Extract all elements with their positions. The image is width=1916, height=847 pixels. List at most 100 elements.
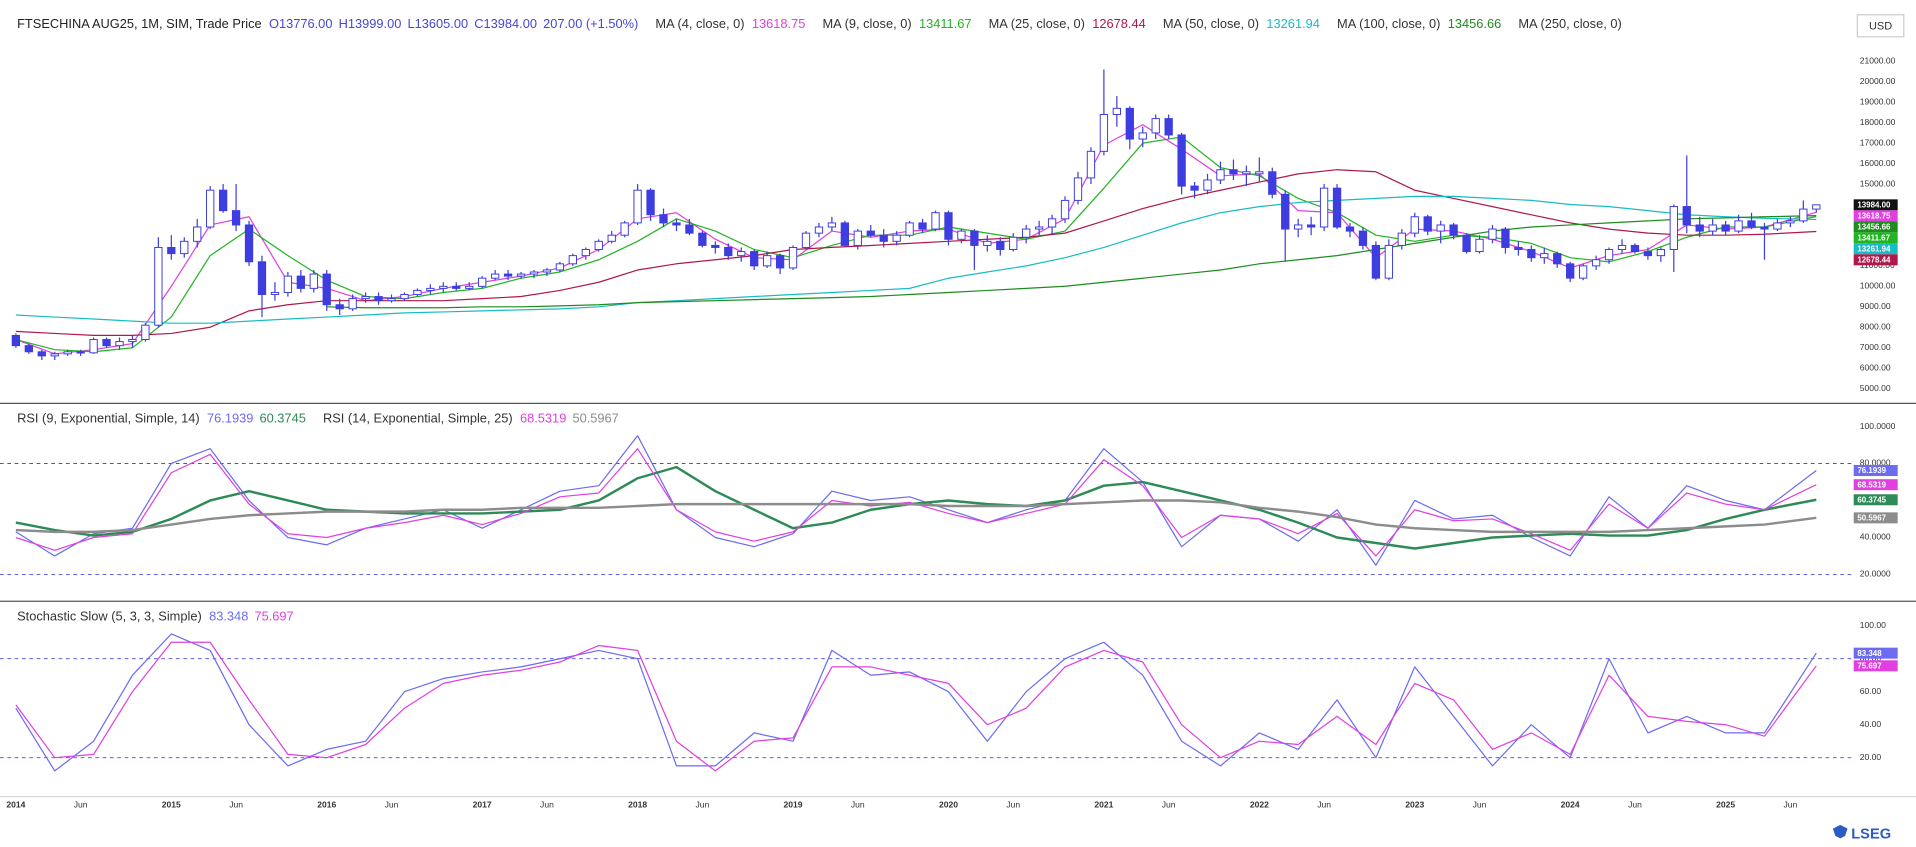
x-tick-label: Jun [851,800,865,810]
candle-body [1514,246,1523,250]
x-tick-label: Jun [1317,800,1331,810]
value-badge [1853,210,1898,222]
x-tick-label: Jun [695,800,709,810]
candle-body [1423,216,1432,232]
candle-body [1306,224,1316,228]
x-tick-label: Jun [1783,800,1797,810]
candle-body [193,226,202,242]
candle-body [1384,244,1394,279]
legend-value: 60.3745 [259,411,305,426]
candle-body [944,212,953,240]
candle-body [309,273,318,289]
candle-body [1773,222,1782,230]
candle-body [218,189,228,212]
x-tick-label: Jun [385,800,399,810]
candle-body [24,345,33,353]
value-badge-label: 13456.66 [1857,223,1891,232]
candle-body [413,289,422,296]
candle-body [141,324,150,341]
x-tick-label: Jun [1473,800,1487,810]
candle-body [594,240,603,250]
legend-value: 13261.94 [1266,16,1320,31]
brand: LSEG [1851,827,1891,843]
x-tick-label: 2024 [1561,800,1580,810]
value-badge [1853,660,1898,672]
candle-body [322,273,331,306]
candle-body [1138,132,1147,140]
candle-body [1630,244,1640,253]
x-tick-label: 2023 [1405,800,1424,810]
candle-body [270,291,280,296]
x-tick-label: Jun [1006,800,1020,810]
y-tick-label: 16000.00 [1860,158,1896,168]
candle-body [1203,179,1212,191]
candle-body [801,232,811,248]
candle-body [840,222,850,246]
x-tick-label: Jun [1628,800,1642,810]
candle-body [37,351,46,357]
candle-body [503,273,513,277]
candle-body [1410,216,1419,234]
candle-body [1656,249,1666,257]
candle-body [1643,251,1653,257]
y-tick-label: 100.0000 [1860,421,1896,431]
candle-body [737,251,746,257]
candle-body [1125,107,1134,140]
candle-body [1682,206,1691,226]
candle-body [439,285,448,289]
candle-body [633,189,642,224]
y-tick-label: 6000.00 [1860,362,1891,372]
candle-body [814,226,824,234]
candle-body [1721,224,1730,232]
candle-body [167,246,176,255]
candle-body [555,263,565,271]
candle-body [1708,224,1717,232]
candle-body [1566,263,1575,279]
legend-value: 68.5319 [520,411,566,426]
candle-body [387,298,396,302]
value-badge-label: 83.348 [1857,649,1882,658]
candle-body [1617,244,1627,250]
candle-body [970,230,979,246]
candle-body [1190,185,1199,191]
candle-body [827,222,837,228]
value-badge-label: 68.5319 [1857,480,1886,489]
candle-body [581,249,590,257]
candle-body [1436,224,1445,232]
x-tick-label: Jun [74,800,88,810]
candle-body [11,334,21,347]
y-tick-label: 15000.00 [1860,178,1896,188]
x-tick-label: Jun [229,800,243,810]
candle-body [516,273,526,277]
candle-body [1760,226,1769,230]
legend-value: 13456.66 [1448,16,1502,31]
candle-body [361,296,370,300]
candle-body [1669,206,1678,250]
candle-body [1099,114,1109,152]
candle-body [1151,118,1160,134]
value-badge [1853,479,1898,491]
value-badge-label: 76.1939 [1857,466,1886,475]
candle-body [1553,253,1562,265]
candle-body [931,212,940,230]
value-badge-label: 50.5967 [1857,514,1886,523]
legend-name: MA (25, close, 0) [989,16,1085,31]
value-badge-label: 13618.75 [1857,212,1891,221]
y-tick-label: 8000.00 [1860,322,1891,332]
value-badge-label: 13261.94 [1857,245,1891,254]
y-tick-label: 80.0000 [1860,458,1891,468]
legend-name: MA (100, close, 0) [1337,16,1440,31]
candle-body [1086,150,1096,179]
candle-body [750,251,759,267]
candle-body [115,341,124,347]
candle-body [866,230,875,236]
x-tick-label: 2019 [784,800,803,810]
candle-body [257,261,267,296]
legend-value: 13618.75 [752,16,806,31]
candle-body [1332,187,1342,228]
value-badge-label: 12678.44 [1857,256,1891,265]
value-badge [1853,232,1898,244]
legend-value: 83.348 [209,609,248,624]
series-line [15,435,1817,566]
